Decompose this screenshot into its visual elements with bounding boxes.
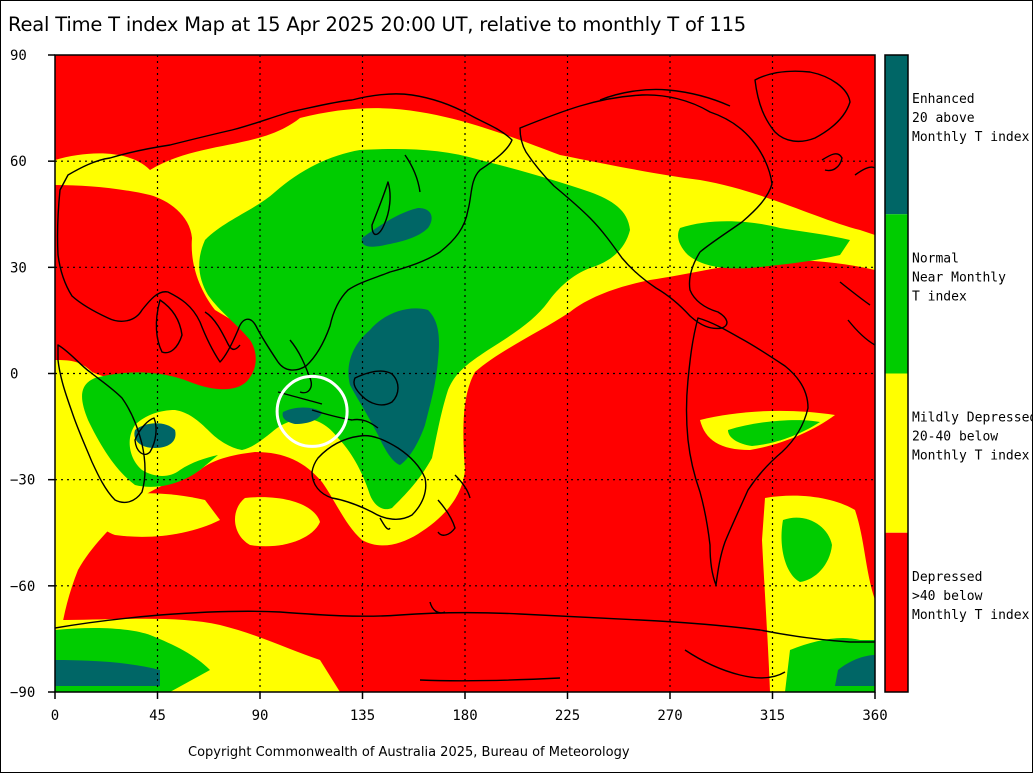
legend-label: Normal — [912, 251, 959, 266]
legend-swatch — [885, 214, 908, 374]
x-tick-label: 225 — [555, 708, 580, 724]
y-tick-label: 60 — [10, 154, 27, 170]
legend-label: 20-40 below — [912, 430, 998, 445]
legend-swatch — [885, 373, 908, 533]
legend-swatch — [885, 532, 908, 692]
legend-label: >40 below — [912, 589, 983, 604]
highlight-circle — [275, 374, 349, 448]
y-tick-label: 0 — [10, 367, 18, 383]
legend-label: Monthly T index — [912, 449, 1030, 464]
copyright-text: Copyright Commonwealth of Australia 2025… — [188, 745, 630, 760]
x-tick-label: 315 — [760, 708, 785, 724]
x-tick-label: 180 — [452, 708, 477, 724]
y-tick-label: 30 — [10, 260, 27, 276]
legend-label: Near Monthly — [912, 270, 1006, 285]
legend-label: Mildly Depressed — [912, 411, 1033, 426]
y-tick-label: −30 — [10, 473, 35, 489]
coastlines — [55, 70, 875, 682]
t-index-field — [55, 55, 875, 692]
field-enhanced — [55, 208, 875, 686]
legend-label: Monthly T index — [912, 130, 1030, 145]
x-tick-label: 45 — [149, 708, 166, 724]
legend-label: Depressed — [912, 570, 982, 585]
x-axis: 0 45 90 135 180 225 270 315 360 — [51, 692, 888, 724]
map-title: Real Time T index Map at 15 Apr 2025 20:… — [8, 13, 746, 36]
y-tick-label: −90 — [10, 685, 35, 701]
legend-label: T index — [912, 289, 967, 304]
x-tick-label: 90 — [252, 708, 269, 724]
legend-swatch — [885, 55, 908, 215]
y-tick-label: −60 — [10, 579, 35, 595]
grid-lines — [55, 55, 875, 692]
x-tick-label: 270 — [657, 708, 682, 724]
legend: Enhanced 20 above Monthly T index Normal Nea… — [884, 54, 1033, 693]
x-tick-label: 135 — [350, 708, 375, 724]
y-tick-label: 90 — [10, 48, 27, 64]
x-tick-label: 0 — [51, 708, 59, 724]
legend-border — [884, 54, 909, 693]
legend-label: Monthly T index — [912, 608, 1030, 623]
x-tick-label: 360 — [862, 708, 887, 724]
legend-label: 20 above — [912, 111, 975, 126]
legend-label: Enhanced — [912, 92, 975, 107]
y-axis: 90 60 30 0 −30 −60 −90 — [10, 48, 55, 701]
